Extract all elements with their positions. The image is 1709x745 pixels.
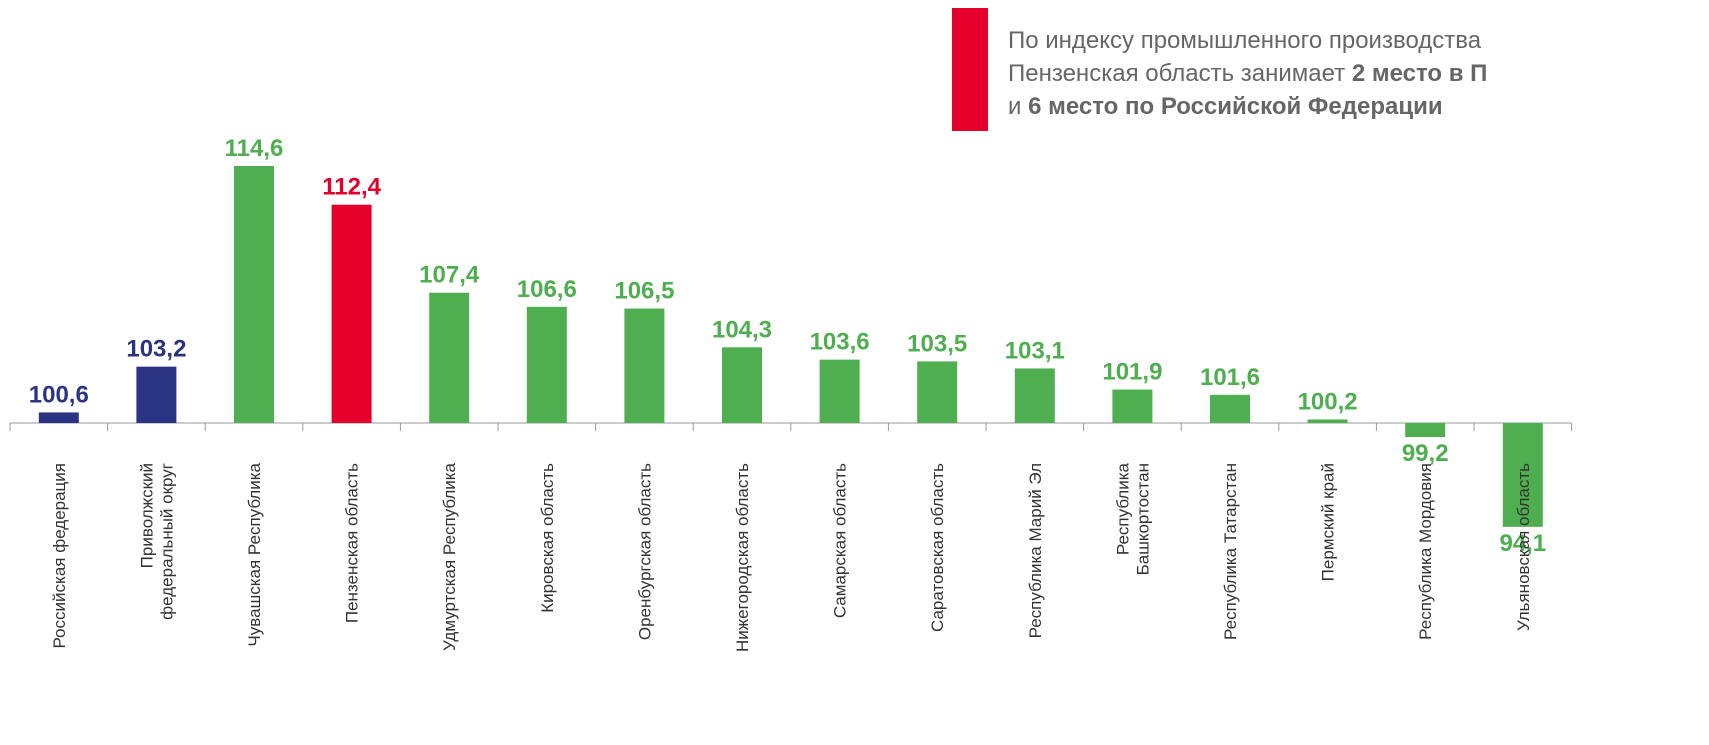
value-label: 103,5 — [907, 330, 967, 357]
bar — [819, 359, 860, 423]
value-label: 114,6 — [225, 135, 284, 162]
value-label: 103,1 — [1005, 337, 1065, 364]
annotation-line: По индексу промышленного производства — [1008, 27, 1482, 54]
annotation-text: и — [1008, 93, 1028, 120]
x-tick-label: Пермский край — [1319, 463, 1338, 581]
value-label: 112,4 — [322, 174, 381, 201]
x-tick-label: Саратовская область — [928, 463, 947, 632]
x-tick-label-line: Республика Марий Эл — [1026, 463, 1045, 638]
x-tick-label: Оренбургская область — [635, 463, 654, 640]
x-tick-label: Самарская область — [831, 463, 850, 618]
x-tick-label: Чувашская Республика — [245, 462, 264, 646]
x-tick-label-line: Пермский край — [1319, 463, 1338, 581]
value-label: 94,1 — [1499, 530, 1546, 557]
bar — [331, 204, 372, 423]
annotation-text: 6 место по Российской Федерации — [1028, 93, 1443, 120]
annotation-text: Пензенская область занимает — [1008, 60, 1352, 87]
bar — [1210, 394, 1250, 423]
x-tick-label: Республика Марий Эл — [1026, 463, 1045, 638]
x-tick-label-line: Саратовская область — [928, 463, 947, 632]
x-tick-label-line: Республика Мордовия — [1416, 463, 1435, 640]
bar — [429, 292, 470, 423]
annotation-text: 2 место в П — [1352, 60, 1488, 87]
annotation-line: Пензенская область занимает 2 место в П — [1008, 60, 1487, 87]
value-label: 101,9 — [1102, 359, 1162, 386]
x-tick-label-line: Нижегородская область — [733, 463, 752, 652]
value-label: 106,6 — [517, 276, 577, 303]
annotation-marker — [952, 8, 988, 131]
x-tick-label-line: Оренбургская область — [635, 463, 654, 640]
x-tick-label: РеспубликаБашкортостан — [1113, 462, 1152, 575]
x-tick-label: Удмуртская Республика — [440, 462, 459, 651]
x-tick-label-line: Пензенская область — [343, 463, 362, 623]
x-tick-label-line: Приволжский — [137, 463, 156, 568]
bar — [1502, 423, 1543, 527]
x-tick-label-line: федеральный округ — [157, 463, 176, 620]
x-tick-label: Кировская область — [538, 463, 557, 613]
value-label: 104,3 — [712, 316, 772, 343]
bar — [136, 366, 177, 423]
x-tick-label-line: Ульяновская область — [1514, 463, 1533, 631]
value-label: 103,6 — [810, 329, 870, 356]
bar — [234, 166, 274, 423]
annotation-text: По индексу промышленного производства — [1008, 27, 1482, 54]
bar — [38, 412, 79, 423]
x-tick-label: Приволжскийфедеральный округ — [137, 463, 176, 620]
x-tick-label: Пензенская область — [343, 463, 362, 623]
x-tick-label-line: Российская федерация — [50, 463, 69, 649]
x-tick-label: Республика Татарстан — [1221, 463, 1240, 640]
bar — [1307, 419, 1348, 423]
value-label: 101,6 — [1200, 364, 1260, 391]
x-tick-label-line: Кировская область — [538, 463, 557, 613]
value-label: 107,4 — [419, 262, 480, 289]
x-tick-label: Республика Мордовия — [1416, 463, 1435, 640]
x-tick-label-line: Республика — [1113, 462, 1132, 555]
bar — [917, 361, 958, 423]
x-tick-label-line: Удмуртская Республика — [440, 462, 459, 651]
bar — [526, 306, 567, 423]
x-tick-label: Российская федерация — [50, 463, 69, 649]
x-tick-label-line: Республика Татарстан — [1221, 463, 1240, 640]
x-tick-label: Нижегородская область — [733, 463, 752, 652]
bar — [1014, 368, 1055, 423]
value-label: 106,5 — [614, 278, 674, 305]
x-tick-label-line: Чувашская Республика — [245, 462, 264, 646]
x-tick-label-line: Башкортостан — [1133, 463, 1152, 575]
x-tick-label: Ульяновская область — [1514, 463, 1533, 631]
bar — [722, 347, 762, 423]
bar — [1405, 423, 1446, 438]
x-tick-label-line: Самарская область — [831, 463, 850, 618]
value-label: 100,2 — [1298, 388, 1358, 415]
bar — [1112, 389, 1153, 423]
annotation-line: и 6 место по Российской Федерации — [1008, 93, 1443, 120]
value-label: 99,2 — [1402, 440, 1449, 467]
value-label: 103,2 — [126, 336, 186, 363]
value-label: 100,6 — [29, 381, 89, 408]
bar — [624, 308, 665, 423]
